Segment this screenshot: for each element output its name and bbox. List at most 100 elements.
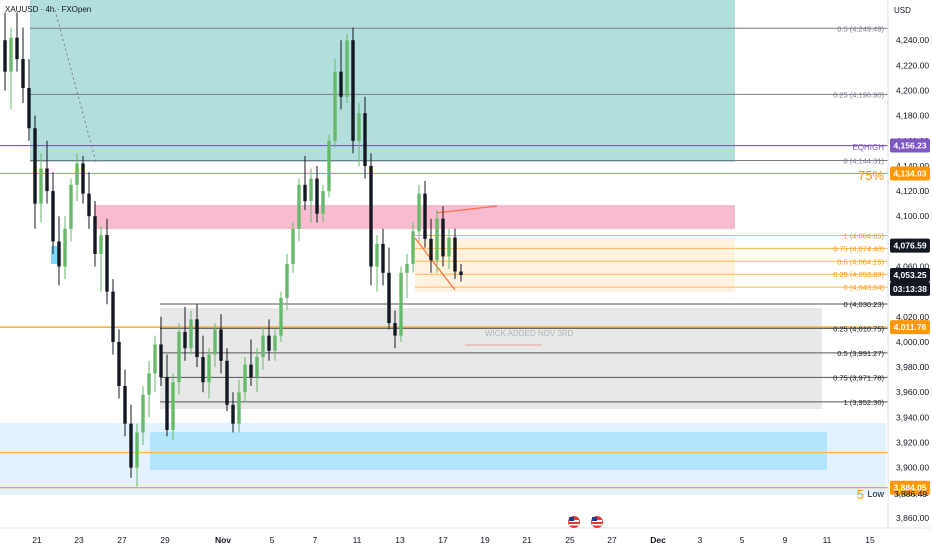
candle: [411, 231, 415, 264]
candles-layer: [3, 12, 463, 487]
x-tick-label: 7: [313, 535, 318, 545]
y-tick-label: 3,920.00: [896, 438, 929, 448]
fib-zone-lower: [160, 308, 822, 409]
price-badge-label: 4,156.23: [893, 141, 926, 151]
candle: [357, 113, 361, 141]
y-tick-label: 3,900.00: [896, 463, 929, 473]
price-badge-label: 3,884.05: [893, 483, 926, 493]
candle: [237, 392, 241, 424]
x-tick-label: 11: [353, 535, 362, 545]
fib-label: 0 (4,043.64): [844, 283, 885, 292]
candle: [387, 272, 391, 324]
candle: [315, 178, 319, 214]
x-tick-label: 17: [438, 535, 448, 545]
time-scale[interactable]: [0, 528, 932, 550]
candle: [189, 319, 193, 349]
candle: [69, 184, 73, 229]
candle: [27, 88, 31, 129]
candle: [63, 228, 67, 267]
candle: [81, 163, 85, 194]
y-tick-label: 3,960.00: [896, 387, 929, 397]
x-tick-label: 3: [698, 535, 703, 545]
x-tick-label: 11: [823, 535, 832, 545]
x-tick-label: 5: [270, 535, 275, 545]
candle: [459, 271, 463, 275]
orange-diagonal-line: [414, 237, 456, 291]
candle: [405, 264, 409, 273]
y-tick-label: 3,860.00: [896, 513, 929, 523]
dotted-trendline: [54, 9, 97, 163]
x-tick-label: 15: [865, 535, 875, 545]
candle: [261, 335, 265, 358]
x-tick-label: 29: [160, 535, 170, 545]
candle: [201, 357, 205, 383]
candle: [33, 128, 37, 204]
candle: [255, 357, 259, 378]
candle: [303, 184, 307, 202]
x-tick-label: Dec: [650, 535, 666, 545]
x-tick-label: 13: [395, 535, 405, 545]
x-tick-label: 19: [480, 535, 490, 545]
pct75-label: 75%: [858, 168, 884, 183]
candle: [75, 163, 79, 185]
x-tick-label: 25: [565, 535, 575, 545]
y-tick-label: 4,240.00: [896, 35, 929, 45]
candle: [375, 243, 379, 267]
price-badge-label: 03:13:38: [893, 284, 927, 294]
candle: [417, 193, 421, 232]
candle: [153, 344, 157, 374]
candle: [267, 335, 271, 351]
x-ticks: 21 23 27 29 Nov 5 7 11 13 17 19 21 25 27 Dec 3 5 9 11 15: [32, 535, 875, 545]
candle: [111, 291, 115, 342]
candle: [321, 191, 325, 214]
y-tick-label: 4,180.00: [896, 111, 929, 121]
fib-label: 1 (3,952.30): [844, 398, 885, 407]
candle: [213, 329, 217, 355]
wick-annotation: WICK ADDED NOV 3RD: [485, 329, 574, 338]
us-flag-icon[interactable]: [568, 516, 580, 528]
candle: [381, 243, 385, 273]
candle: [57, 241, 61, 267]
price-scale[interactable]: [888, 0, 932, 528]
fib-layer: 0.5 (4,249.49) 0.25 (4,196.90) 0 (4,144.31…: [30, 24, 888, 407]
price-badge-label: 4,011.76: [894, 322, 927, 332]
candle: [273, 335, 277, 351]
price-badges: 4,156.23 4,134.03 4,076.59 4,053.25 03:13:38…: [890, 138, 930, 495]
price-badge: [890, 138, 930, 153]
candle: [3, 40, 7, 72]
price-badge-label: 4,134.03: [893, 168, 926, 178]
us-flag-icon[interactable]: [591, 516, 603, 528]
candle: [399, 272, 403, 336]
candle: [9, 37, 13, 72]
price-badge-label: 4,053.25: [893, 270, 926, 280]
y-tick-label: 4,100.00: [896, 211, 929, 221]
fib-label: 1 (4,084.65): [844, 232, 885, 241]
price-badge: [890, 480, 930, 495]
candle: [435, 218, 439, 261]
candle: [231, 404, 235, 424]
price-badge: [890, 281, 930, 296]
candle: [441, 218, 445, 257]
candle: [429, 238, 433, 261]
candle: [393, 323, 397, 336]
demand-zone-blue: [150, 432, 827, 470]
candle: [339, 71, 343, 97]
y-tick-label: 4,200.00: [896, 86, 929, 96]
candle: [123, 385, 127, 424]
x-tick-label: 21: [522, 535, 532, 545]
candle: [423, 193, 427, 239]
price-badge: [890, 320, 930, 335]
candle: [279, 297, 283, 336]
fib-label: 0 (4,144.31): [844, 157, 885, 166]
y-tick-label: 4,140.00: [896, 161, 929, 171]
fib-label: 0 (4,030.23): [844, 300, 885, 309]
orange-top-line: [435, 205, 498, 214]
fib-label: 0.5 (4,249.49): [837, 24, 884, 33]
candle: [45, 168, 49, 192]
fib-label: 0.5 (4,064.15): [837, 257, 884, 266]
candle: [291, 228, 295, 264]
x-tick-label: 21: [32, 535, 42, 545]
supply-zone-teal: [30, 0, 735, 162]
